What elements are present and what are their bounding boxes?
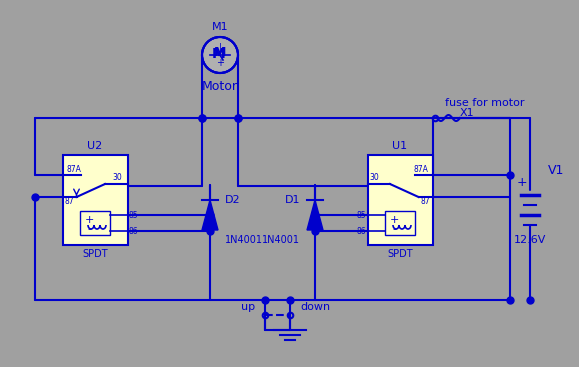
Text: fuse for motor: fuse for motor <box>445 98 525 108</box>
Text: U1: U1 <box>393 141 408 151</box>
Text: 86: 86 <box>357 226 367 236</box>
Text: 30: 30 <box>369 174 379 182</box>
Text: SPDT: SPDT <box>82 249 108 259</box>
Bar <box>385 211 415 235</box>
Bar <box>80 211 110 235</box>
Text: +: + <box>216 58 224 68</box>
Text: 85: 85 <box>357 211 367 219</box>
Text: D1: D1 <box>284 195 300 205</box>
Text: Motor: Motor <box>202 80 238 94</box>
Circle shape <box>202 37 238 73</box>
Text: U2: U2 <box>87 141 102 151</box>
Text: 87A: 87A <box>413 166 428 174</box>
Text: V1: V1 <box>548 164 565 177</box>
Text: +: + <box>85 215 94 225</box>
Bar <box>368 155 433 245</box>
Text: +: + <box>389 215 399 225</box>
Text: 85: 85 <box>129 211 138 219</box>
Text: 87: 87 <box>421 197 431 207</box>
Text: -: - <box>87 224 91 234</box>
Text: X1: X1 <box>460 108 475 118</box>
Polygon shape <box>202 200 218 230</box>
Text: |: | <box>218 43 221 51</box>
Text: 87: 87 <box>64 197 74 207</box>
Bar <box>63 155 127 245</box>
Text: M: M <box>212 47 226 61</box>
Text: 87A: 87A <box>67 166 82 174</box>
Polygon shape <box>307 200 323 230</box>
Text: 1N4001: 1N4001 <box>262 235 300 245</box>
Text: -: - <box>392 224 396 234</box>
Text: M: M <box>214 47 226 59</box>
Text: 30: 30 <box>112 174 122 182</box>
Text: M1: M1 <box>212 22 228 32</box>
Text: 1N4001: 1N4001 <box>225 235 263 245</box>
Text: up: up <box>241 302 255 312</box>
Text: 86: 86 <box>129 226 138 236</box>
Text: D2: D2 <box>225 195 241 205</box>
Text: down: down <box>300 302 330 312</box>
Text: +: + <box>516 175 527 189</box>
Text: 12.6V: 12.6V <box>514 235 546 245</box>
Text: SPDT: SPDT <box>387 249 413 259</box>
